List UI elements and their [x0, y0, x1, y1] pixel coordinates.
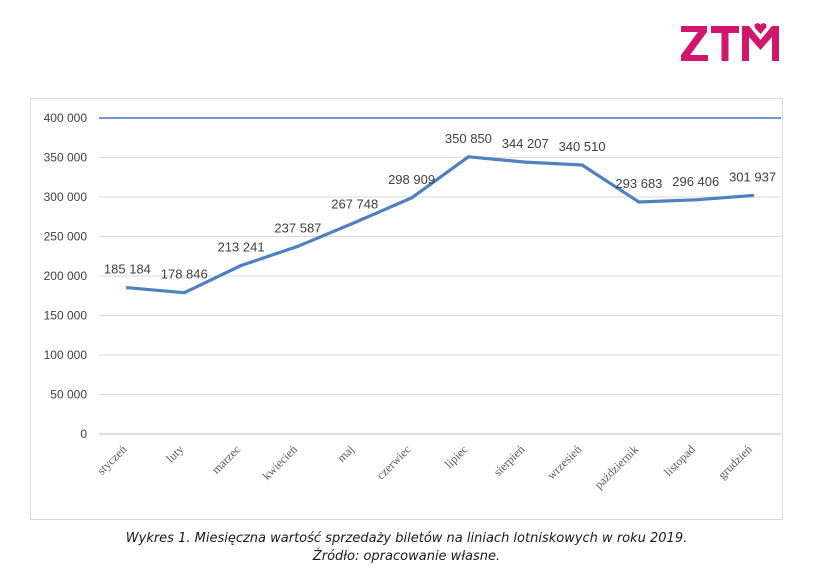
y-tick-label: 400 000: [44, 111, 88, 125]
line-chart: 0 50 000 100 000 150 000 200 000 250 000 300 0…: [44, 111, 781, 492]
data-point: [466, 155, 470, 159]
x-tick-label: październik: [592, 442, 641, 491]
series-line: [125, 155, 755, 295]
data-point: [296, 244, 300, 248]
x-tick-label: lipiec: [442, 442, 471, 471]
x-tick-label: luty: [163, 442, 186, 465]
data-label: 301 937: [729, 169, 776, 184]
y-tick-label: 150 000: [44, 309, 88, 323]
data-label: 344 207: [502, 136, 549, 151]
data-label: 267 748: [331, 196, 378, 211]
data-label: 340 510: [559, 139, 606, 154]
data-point: [637, 200, 641, 204]
data-point: [182, 291, 186, 295]
data-label: 185 184: [104, 262, 151, 277]
data-point: [580, 163, 584, 167]
y-tick-label: 0: [80, 427, 87, 441]
y-tick-label: 300 000: [44, 190, 88, 204]
data-point: [410, 196, 414, 200]
y-tick-label: 350 000: [44, 151, 88, 165]
data-point: [239, 264, 243, 268]
chart-source: Źródło: opracowanie własne.: [312, 549, 501, 564]
x-tick-label: kwiecień: [260, 442, 301, 483]
chart-area: 0 50 000 100 000 150 000 200 000 250 000 300 0…: [30, 98, 783, 520]
data-point: [125, 286, 129, 290]
data-point: [353, 220, 357, 224]
data-label: 298 909: [388, 172, 435, 187]
chart-caption: Wykres 1. Miesięczna wartość sprzedaży b…: [125, 531, 688, 546]
x-tick-label: marzec: [209, 442, 243, 476]
data-label: 350 850: [445, 131, 492, 146]
x-tick-label: czerwiec: [374, 442, 414, 482]
data-label: 178 846: [161, 267, 208, 282]
data-point: [694, 198, 698, 202]
data-label: 213 241: [218, 240, 265, 255]
y-tick-label: 200 000: [44, 269, 88, 283]
y-tick-label: 100 000: [44, 348, 88, 362]
data-label: 237 587: [274, 220, 321, 235]
y-tick-label: 50 000: [50, 388, 87, 402]
x-tick-label: wrzesień: [544, 442, 584, 482]
ztm-logo: [681, 22, 781, 64]
x-tick-label: maj: [334, 442, 357, 465]
data-point: [751, 193, 755, 197]
data-label: 293 683: [615, 176, 662, 191]
data-label: 296 406: [672, 174, 719, 189]
ztm-logo-mark: [681, 23, 779, 61]
x-tick-label: sierpień: [491, 442, 528, 479]
x-tick-label: grudzień: [715, 442, 755, 482]
data-point: [523, 160, 527, 164]
y-tick-label: 250 000: [44, 230, 88, 244]
x-tick-label: listopad: [661, 442, 698, 479]
x-tick-label: styczeń: [94, 442, 129, 477]
